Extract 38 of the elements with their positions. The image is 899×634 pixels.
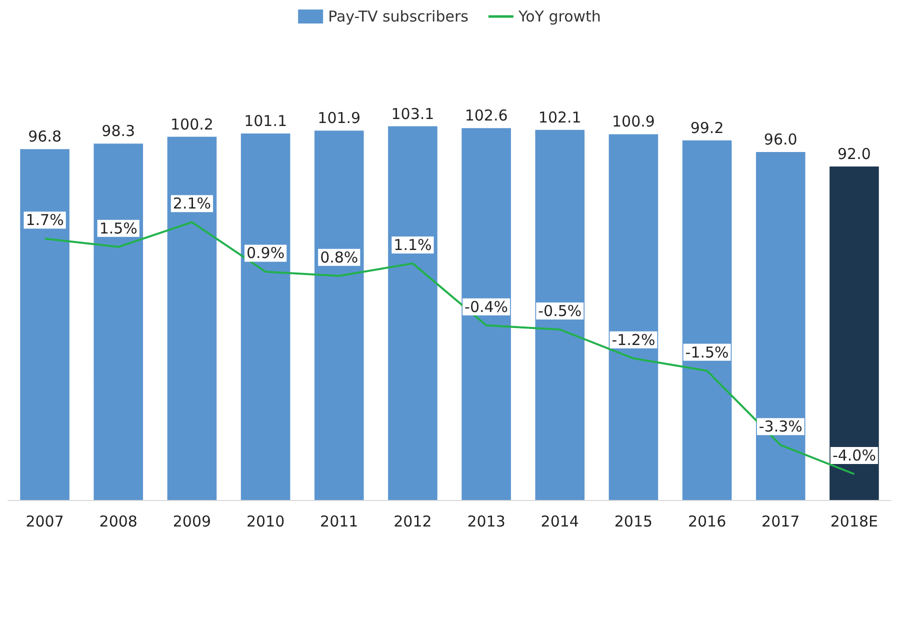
data-label: 100.9	[612, 112, 655, 131]
legend-label: Pay-TV subscribers	[328, 8, 469, 26]
x-tick-label: 2011	[320, 512, 358, 530]
x-tick-label: 2015	[614, 512, 653, 530]
data-label: 99.2	[690, 118, 724, 137]
x-tick-label: 2013	[467, 512, 506, 530]
x-tick-label: 2018E	[830, 512, 878, 530]
data-label: 96.8	[28, 128, 62, 146]
data-label: 100.2	[170, 115, 214, 134]
data-label: 103.1	[391, 104, 434, 123]
data-label: 0.9%	[246, 244, 285, 262]
legend-label: YoY growth	[517, 8, 601, 26]
data-label: -0.4%	[464, 298, 508, 316]
x-tick-label: 2007	[26, 512, 64, 530]
data-label: -3.3%	[758, 418, 802, 436]
data-label: 102.6	[464, 106, 508, 125]
x-tick-label: 2009	[172, 512, 212, 530]
data-label: 1.7%	[26, 211, 64, 230]
data-label: 96.0	[764, 130, 798, 148]
x-tick-label: 2008	[99, 512, 138, 530]
x-tick-label: 2017	[762, 512, 800, 530]
data-label: 101.9	[318, 109, 361, 128]
data-label: -4.0%	[832, 446, 876, 464]
data-label: 92.0	[838, 145, 871, 163]
data-label: 1.1%	[394, 236, 432, 254]
data-label: 102.1	[538, 108, 582, 126]
x-tick-label: 2016	[688, 512, 726, 530]
data-label: -0.5%	[538, 302, 582, 320]
x-tick-label: 2010	[246, 512, 285, 530]
data-label: 1.5%	[99, 219, 138, 238]
data-label: 2.1%	[172, 194, 212, 213]
x-tick-label: 2012	[394, 512, 432, 530]
data-label: 98.3	[102, 122, 136, 140]
data-label: -1.5%	[685, 343, 729, 362]
data-label: 0.8%	[320, 248, 358, 266]
data-label: -1.2%	[612, 330, 656, 349]
data-label: 101.1	[244, 112, 288, 130]
x-tick-label: 2014	[540, 512, 579, 530]
